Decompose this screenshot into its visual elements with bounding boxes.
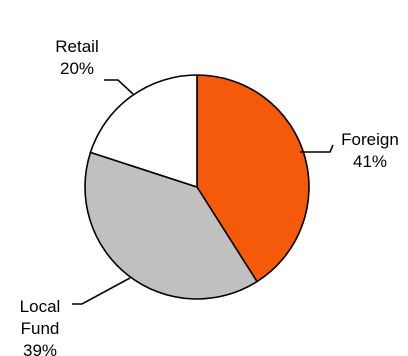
pie-slice-local-fund	[84, 151, 258, 300]
pie-slice-retail	[89, 74, 198, 188]
slice-percent-label: 41%	[353, 152, 387, 171]
slice-category-label: Fund	[21, 319, 60, 338]
slice-percent-label: 20%	[60, 59, 94, 78]
slice-category-label: Retail	[55, 37, 98, 56]
leader-line	[300, 144, 334, 153]
slice-percent-label: 39%	[23, 341, 57, 356]
slice-category-label: Local	[20, 297, 61, 316]
slice-category-label: Foreign	[341, 130, 399, 149]
leader-line	[104, 79, 134, 95]
leader-line	[72, 277, 131, 305]
